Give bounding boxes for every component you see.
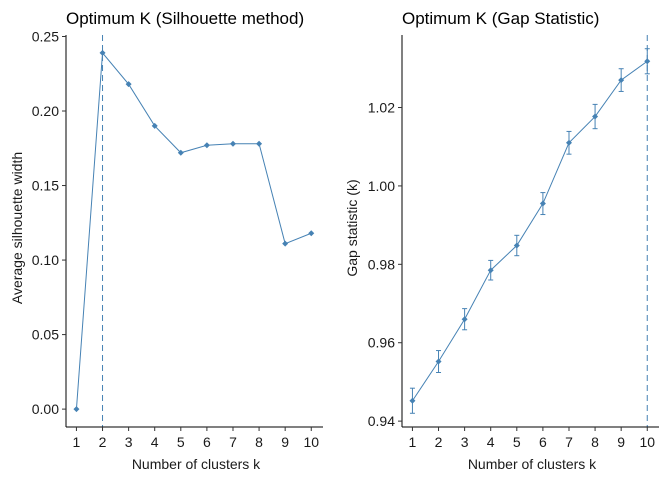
- silhouette-x-tick-label: 2: [99, 434, 107, 450]
- gap-statistic-y-tick-label: 0.96: [368, 335, 395, 351]
- gap-statistic-x-tick-label: 5: [513, 434, 521, 450]
- silhouette-title: Optimum K (Silhouette method): [66, 9, 304, 28]
- gap-statistic-data-point: [435, 358, 442, 365]
- silhouette-data-point: [203, 142, 210, 149]
- gap-statistic-y-axis-label: Gap statistic (k): [344, 179, 360, 276]
- silhouette-data-point: [308, 230, 315, 237]
- silhouette-data-point: [151, 122, 158, 129]
- gap-statistic-data-point: [565, 139, 572, 146]
- silhouette-x-tick-label: 9: [281, 434, 289, 450]
- gap-statistic-y-tick-label: 1.00: [368, 178, 395, 194]
- gap-statistic-x-tick-label: 6: [539, 434, 547, 450]
- silhouette-series-line: [75, 51, 312, 410]
- silhouette-data-point: [282, 240, 289, 247]
- silhouette-data-point: [229, 140, 236, 147]
- silhouette-y-tick-label: 0.10: [32, 252, 59, 268]
- silhouette-x-tick-label: 1: [73, 434, 81, 450]
- silhouette-y-tick-label: 0.20: [32, 103, 59, 119]
- gap-statistic-x-axis-label: Number of clusters k: [468, 456, 597, 472]
- silhouette-data-point: [256, 140, 263, 147]
- gap-statistic-data-point: [487, 267, 494, 274]
- gap-statistic-x-tick-label: 10: [639, 434, 655, 450]
- silhouette-x-tick-label: 10: [303, 434, 319, 450]
- gap-statistic-data-point: [409, 397, 416, 404]
- gap-statistic-x-tick-label: 8: [591, 434, 599, 450]
- silhouette-y-tick-label: 0.05: [32, 327, 59, 343]
- silhouette-x-tick-label: 3: [125, 434, 133, 450]
- gap-statistic-x-tick-label: 7: [565, 434, 573, 450]
- silhouette-plot-area: 0.00 0.05 0.10 0.15 0.20 0.25 1 2 3 4 5 6 7 8 9 10: [32, 28, 323, 450]
- silhouette-data-point: [177, 149, 184, 156]
- gap-statistic-series-line: [412, 60, 648, 402]
- silhouette-y-axis-label: Average silhouette width: [9, 152, 25, 304]
- silhouette-y-tick-label: 0.15: [32, 178, 59, 194]
- silhouette-x-axis-label: Number of clusters k: [132, 456, 261, 472]
- silhouette-data-point: [73, 406, 80, 413]
- gap-statistic-data-point: [644, 58, 651, 65]
- gap-statistic-panel: Optimum K (Gap Statistic) Number of clus…: [344, 9, 659, 472]
- gap-statistic-plot-area: 0.94 0.96 0.98 1.00 1.02 1 2 3 4 5 6 7 8 9 10: [368, 35, 659, 450]
- silhouette-data-point: [99, 49, 106, 56]
- silhouette-data-point: [125, 81, 132, 88]
- gap-statistic-data-point: [539, 200, 546, 207]
- gap-statistic-x-tick-label: 2: [435, 434, 443, 450]
- gap-statistic-data-point: [618, 77, 625, 84]
- gap-statistic-x-tick-label: 4: [487, 434, 495, 450]
- gap-statistic-y-tick-label: 0.98: [368, 256, 395, 272]
- gap-statistic-y-tick-label: 1.02: [368, 100, 395, 116]
- silhouette-y-tick-label: 0.25: [32, 28, 59, 44]
- silhouette-x-tick-label: 6: [203, 434, 211, 450]
- silhouette-panel: Optimum K (Silhouette method) Number of …: [9, 9, 323, 472]
- silhouette-x-tick-label: 7: [229, 434, 237, 450]
- gap-statistic-x-tick-label: 3: [461, 434, 469, 450]
- silhouette-x-tick-label: 5: [177, 434, 185, 450]
- gap-statistic-data-point: [461, 316, 468, 323]
- gap-statistic-x-tick-label: 1: [409, 434, 417, 450]
- gap-statistic-title: Optimum K (Gap Statistic): [402, 9, 599, 28]
- gap-statistic-x-tick-label: 9: [617, 434, 625, 450]
- gap-statistic-data-point: [592, 113, 599, 120]
- silhouette-x-tick-label: 8: [255, 434, 263, 450]
- silhouette-x-tick-label: 4: [151, 434, 159, 450]
- gap-statistic-data-point: [513, 242, 520, 249]
- silhouette-y-tick-label: 0.00: [32, 401, 59, 417]
- gap-statistic-y-tick-label: 0.94: [368, 413, 395, 429]
